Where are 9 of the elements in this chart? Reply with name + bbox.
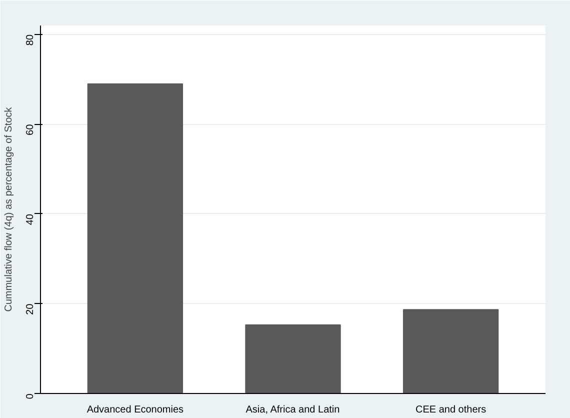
x-tick-label: Asia, Africa and Latin [246, 404, 340, 416]
x-tick-label: Advanced Economies [86, 404, 184, 416]
y-tick-label: 60 [25, 124, 36, 136]
y-tick-label: 80 [25, 34, 36, 46]
x-tick-label: CEE and others [416, 404, 486, 416]
y-tick-label: 20 [25, 303, 36, 315]
y-tick-label: 40 [25, 214, 36, 226]
y-axis-title: Cummulative flow (4q) as percentage of Stock [4, 106, 14, 312]
y-tick-label: 0 [25, 393, 36, 400]
